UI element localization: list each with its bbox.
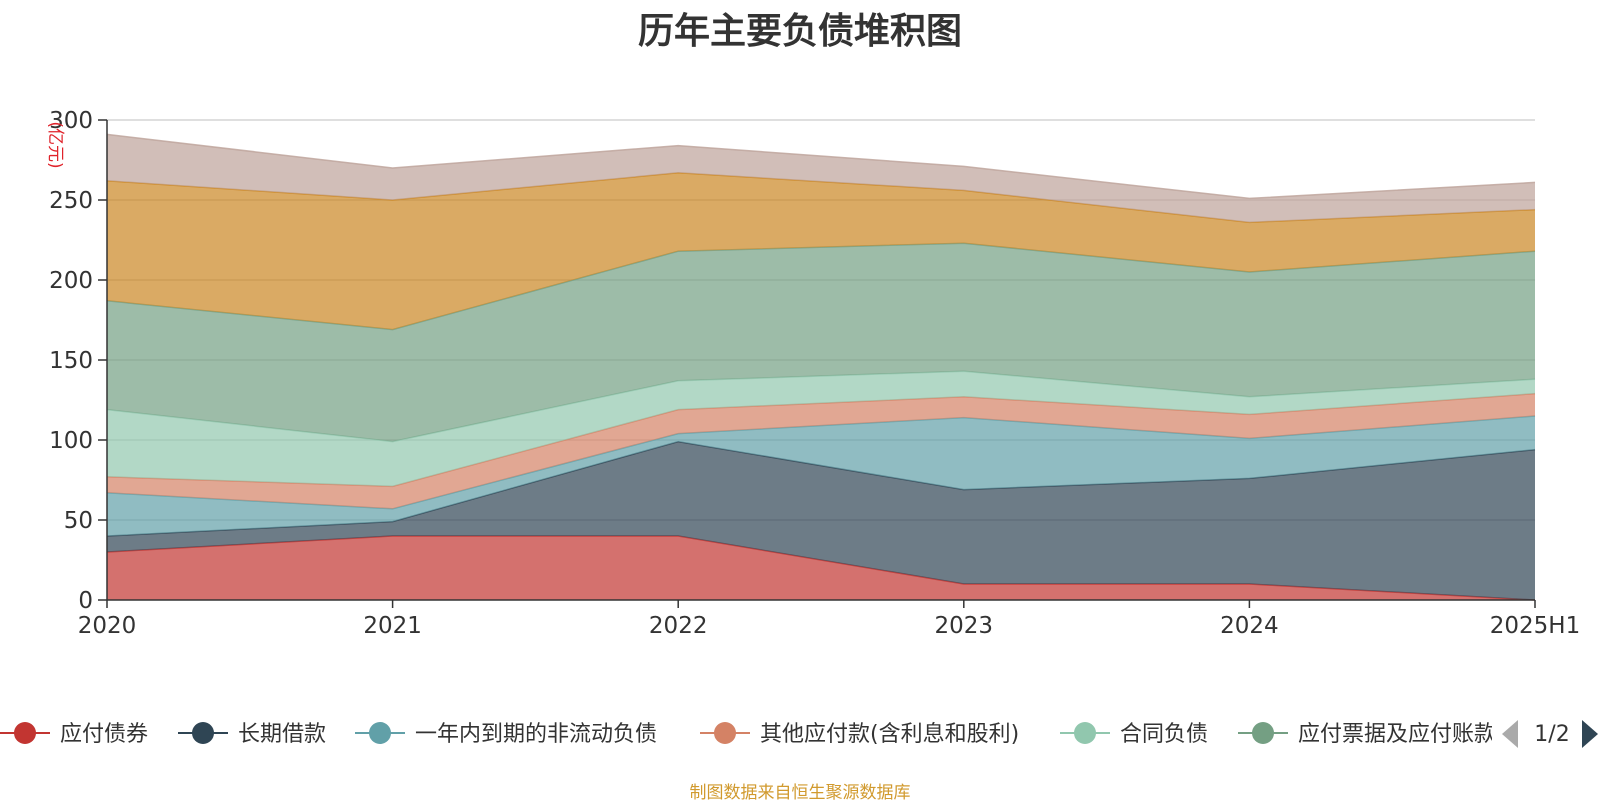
y-axis-unit-label: (亿元)	[45, 121, 65, 168]
y-tick-label: 50	[64, 508, 93, 534]
area-series-3	[107, 393, 1535, 509]
legend-item-0[interactable]: 应付债券	[0, 722, 148, 747]
x-tick-label: 2020	[78, 613, 137, 639]
legend-label: 合同负债	[1120, 722, 1208, 747]
area-series-5	[107, 243, 1535, 442]
legend-label: 应付债券	[60, 722, 148, 747]
y-tick-label: 200	[49, 268, 93, 294]
legend: 应付债券 长期借款 一年内到期的非流动负债 其他应付款(含利息和股利) 合同负债 应付票据…	[0, 710, 1600, 760]
x-tick-label: 2022	[649, 613, 708, 639]
data-source-footer: 制图数据来自恒生聚源数据库	[689, 783, 911, 803]
legend-label: 其他应付款(含利息和股利)	[760, 722, 1019, 747]
legend-item-4[interactable]: 合同负债	[1060, 722, 1208, 747]
x-tick-label: 2023	[935, 613, 994, 639]
legend-marker	[1252, 722, 1274, 744]
y-tick-label: 250	[49, 188, 93, 214]
area-series-6	[107, 172, 1535, 330]
legend-item-1[interactable]: 长期借款	[178, 722, 326, 747]
legend-marker	[1074, 722, 1096, 744]
area-series	[106, 133, 1536, 601]
legend-item-3[interactable]: 其他应付款(含利息和股利)	[700, 722, 1019, 747]
y-tick-label: 100	[49, 428, 93, 454]
legend-prev-page-icon[interactable]	[1502, 720, 1518, 748]
chart-title: 历年主要负债堆积图	[637, 11, 962, 52]
y-tick-label: 150	[49, 348, 93, 374]
x-tick-label: 2021	[363, 613, 422, 639]
area-series-2	[107, 416, 1535, 536]
x-tick-label: 2024	[1220, 613, 1279, 639]
area-edge-7	[106, 133, 1536, 200]
axes: 0 50 100 150 200 250 300 2020 2021 2022 2023 2024 20…	[49, 108, 1580, 639]
legend-item-2[interactable]: 一年内到期的非流动负债	[355, 722, 657, 747]
y-tick-label: 0	[78, 588, 93, 614]
y-tick-label: 300	[49, 108, 93, 134]
x-tick-label: 2025H1	[1490, 613, 1580, 639]
legend-marker	[714, 722, 736, 744]
legend-page-indicator: 1/2	[1534, 722, 1569, 747]
legend-label: 一年内到期的非流动负债	[415, 722, 657, 747]
legend-marker	[369, 722, 391, 744]
legend-marker	[192, 722, 214, 744]
legend-label: 应付票据及应付账款	[1298, 722, 1496, 747]
legend-item-5[interactable]: 应付票据及应付账款	[1238, 722, 1496, 747]
area-series-4	[107, 371, 1535, 487]
legend-label: 长期借款	[238, 722, 326, 747]
legend-marker	[14, 722, 36, 744]
area-series-7	[107, 134, 1535, 223]
legend-next-page-icon[interactable]	[1582, 720, 1598, 748]
